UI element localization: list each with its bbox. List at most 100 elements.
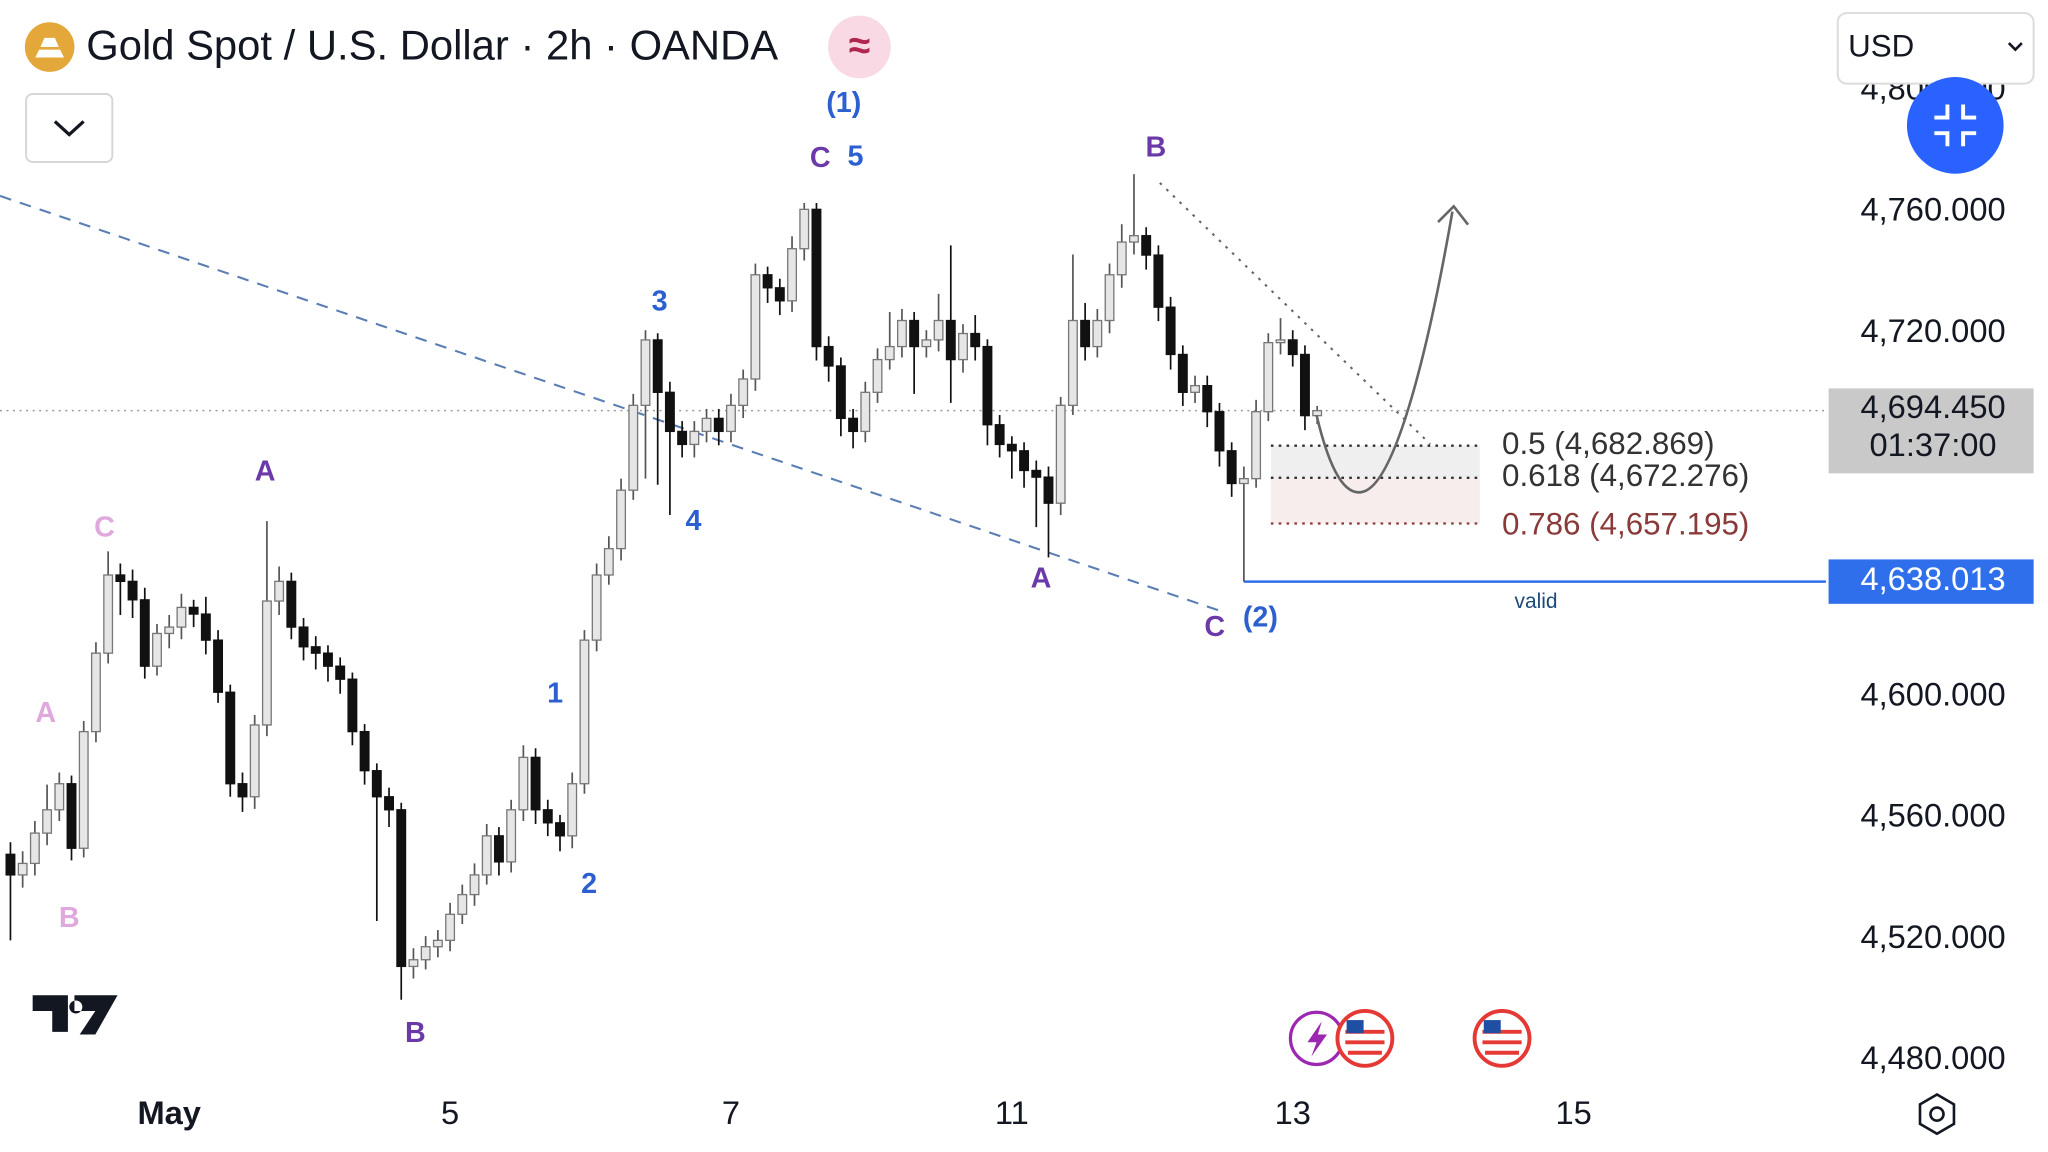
y-tick-label: 4,720.000	[1860, 312, 2005, 349]
candle-body	[945, 319, 956, 361]
candle-body	[1043, 476, 1054, 504]
candle-body	[1141, 235, 1152, 256]
fib-label: 0.618 (4,672.276)	[1502, 458, 1749, 493]
wave-label: 2	[581, 868, 597, 900]
wave-label: B	[405, 1017, 426, 1049]
candle-body	[701, 417, 712, 433]
candle-body	[469, 874, 480, 896]
candle-body	[213, 639, 224, 693]
y-tick-label: 4,480.000	[1860, 1039, 2005, 1076]
candle-body	[54, 783, 65, 811]
bar-countdown: 01:37:00	[1870, 426, 1997, 463]
candle-body	[506, 809, 517, 863]
last-price-box	[1828, 388, 2034, 474]
exit-fullscreen-button[interactable]	[1906, 77, 2004, 174]
trend-line	[1159, 182, 1431, 445]
y-tick-label: 4,520.000	[1860, 918, 2005, 955]
tradingview-logo	[32, 995, 118, 1035]
candle-body	[1177, 353, 1188, 393]
candle-body	[225, 691, 236, 785]
candle-body	[713, 417, 724, 433]
event-icon[interactable]	[1335, 1008, 1395, 1068]
candle-body	[933, 319, 944, 341]
fib-label: 0.786 (4,657.195)	[1502, 506, 1749, 541]
candle-body	[628, 404, 639, 491]
candle-body	[1238, 478, 1249, 485]
candle-body	[616, 489, 627, 550]
flag-canton	[1346, 1020, 1364, 1034]
fib-band	[1270, 477, 1480, 524]
floating-controls	[32, 77, 2004, 1136]
candle-body	[1080, 319, 1091, 348]
candle-body	[1312, 409, 1323, 417]
candle-body	[115, 574, 126, 583]
candle-body	[652, 339, 663, 393]
candle-body	[1006, 443, 1017, 452]
candle-body	[457, 893, 468, 915]
y-tick-label: 4,600.000	[1860, 675, 2005, 712]
candle-body	[799, 208, 810, 250]
symbol-title: Gold Spot / U.S. Dollar · 2h · OANDA	[86, 21, 778, 68]
wave-label: C	[1204, 611, 1225, 643]
support-note: valid	[1515, 590, 1558, 613]
candle-body	[176, 606, 187, 628]
trend-line	[0, 194, 1222, 613]
candle-body	[237, 783, 248, 798]
candle-body	[896, 319, 907, 348]
candle-body	[432, 939, 443, 948]
candle-body	[994, 424, 1005, 446]
fib-label: 0.5 (4,682.869)	[1502, 426, 1715, 461]
candle-body	[664, 391, 675, 433]
candle-body	[408, 959, 419, 968]
collapse-button[interactable]	[25, 93, 114, 163]
candle-body	[347, 678, 358, 733]
candle-body	[310, 646, 321, 654]
candle-body	[1092, 319, 1103, 348]
candle-body	[774, 287, 785, 302]
candle-body	[481, 835, 492, 876]
candle-body	[1202, 384, 1213, 413]
candle-body	[787, 248, 797, 302]
logo-glyph	[35, 37, 64, 58]
wave-label: 5	[848, 141, 864, 173]
x-tick-label: 5	[441, 1094, 459, 1131]
select-chevron	[2007, 42, 2023, 52]
chevron-icon	[53, 120, 85, 137]
candle-body	[1055, 404, 1066, 504]
last-price-label: 4,694.450	[1860, 388, 2005, 425]
projection	[1315, 204, 1470, 494]
candle-body	[689, 430, 700, 446]
candle-body	[567, 783, 578, 837]
candle-body	[188, 606, 199, 615]
projection-path	[1315, 211, 1454, 494]
candle-body	[200, 613, 211, 641]
wave-label: 4	[686, 505, 702, 537]
candle-body	[1129, 235, 1139, 243]
badge[interactable]	[828, 15, 891, 79]
candle-body	[127, 580, 138, 601]
candle-body	[1263, 341, 1274, 413]
fib-band	[1270, 445, 1480, 478]
candle-body	[640, 339, 651, 406]
candle-body	[1067, 319, 1078, 406]
x-tick-label: 11	[995, 1094, 1029, 1131]
candle-body	[591, 574, 602, 641]
candle-body	[139, 599, 150, 667]
event-icon[interactable]	[1472, 1008, 1532, 1068]
x-tick-label: 7	[722, 1094, 740, 1131]
compress-icon	[1934, 104, 1977, 147]
candle-body	[970, 332, 981, 348]
candle-body	[323, 652, 333, 667]
candle-body	[835, 365, 846, 420]
settings-button[interactable]	[1918, 1093, 1956, 1136]
wave-label: (1)	[826, 87, 861, 119]
candle-body	[78, 730, 89, 849]
price-axis: 4,480.0004,520.0004,560.0004,600.0004,64…	[137, 0, 2048, 1131]
candle-body	[5, 853, 16, 876]
candle-body	[249, 724, 260, 798]
candle-body	[884, 345, 895, 361]
candle-body	[1019, 450, 1030, 472]
candle-body	[811, 208, 822, 348]
